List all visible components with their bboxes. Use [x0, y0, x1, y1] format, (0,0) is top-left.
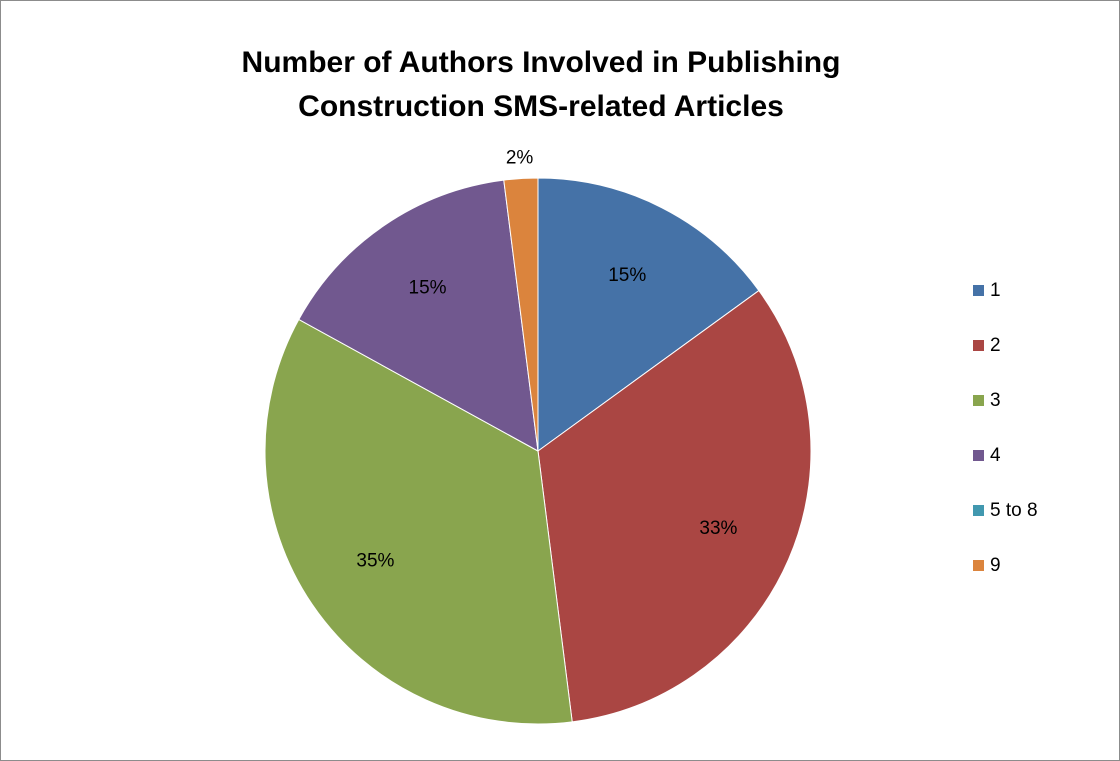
data-label-3: 35% — [356, 550, 394, 571]
legend-label: 2 — [990, 335, 1001, 356]
legend-label: 4 — [990, 445, 1001, 466]
data-label-9: 2% — [506, 148, 534, 169]
legend-swatch — [973, 560, 984, 571]
legend-label: 3 — [990, 390, 1001, 411]
legend-label: 1 — [990, 280, 1001, 301]
legend-swatch — [973, 340, 984, 351]
chart-title-line-2: Construction SMS-related Articles — [298, 90, 784, 123]
chart-title-line-1: Number of Authors Involved in Publishing — [241, 46, 841, 79]
chart-legend: 1 2 3 4 5 to 8 9 — [973, 279, 1038, 609]
pie-slice-3 — [264, 318, 573, 725]
legend-swatch — [973, 450, 984, 461]
data-label-2: 33% — [699, 518, 737, 539]
legend-swatch — [973, 395, 984, 406]
chart-title: Number of Authors Involved in Publishing… — [1, 41, 1081, 129]
legend-item-3: 3 — [973, 389, 1038, 412]
legend-item-4: 4 — [973, 444, 1038, 467]
data-label-1: 15% — [608, 265, 646, 286]
legend-swatch — [973, 505, 984, 516]
pie-slice-4 — [298, 179, 539, 452]
legend-label: 9 — [990, 555, 1001, 576]
legend-item-9: 9 — [973, 554, 1038, 577]
legend-item-5-to-8: 5 to 8 — [973, 499, 1038, 522]
legend-label: 5 to 8 — [990, 500, 1038, 521]
legend-swatch — [973, 285, 984, 296]
legend-item-2: 2 — [973, 334, 1038, 357]
pie-slice-2 — [537, 289, 812, 723]
pie-slice-9 — [503, 177, 539, 452]
pie-slice-1 — [537, 177, 760, 452]
legend-item-1: 1 — [973, 279, 1038, 302]
data-label-4: 15% — [409, 277, 447, 298]
